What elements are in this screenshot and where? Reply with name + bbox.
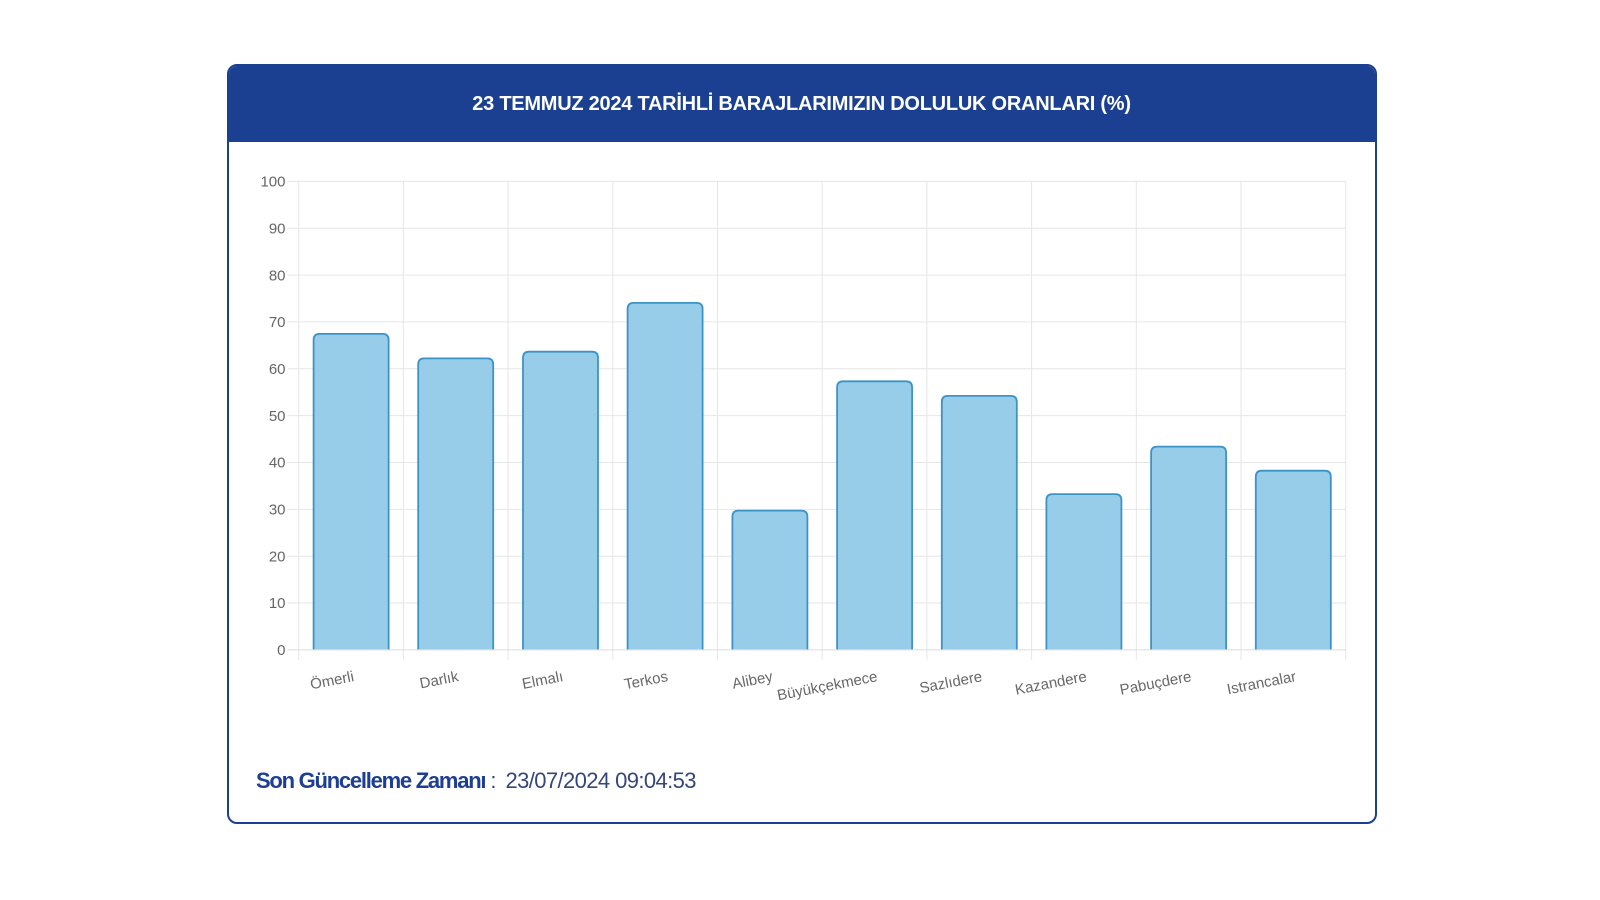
svg-text:10: 10 <box>269 595 286 612</box>
svg-text:30: 30 <box>269 502 286 519</box>
svg-text:60: 60 <box>269 361 286 378</box>
svg-text:40: 40 <box>269 455 286 472</box>
svg-text:80: 80 <box>269 267 286 284</box>
svg-text:Darlık: Darlık <box>418 668 460 692</box>
svg-text:Istrancalar: Istrancalar <box>1226 668 1298 698</box>
svg-text:20: 20 <box>269 548 286 565</box>
svg-text:100: 100 <box>260 174 285 191</box>
svg-text:Ömerli: Ömerli <box>309 667 356 693</box>
svg-text:0: 0 <box>277 642 285 659</box>
svg-text:Elmalı: Elmalı <box>521 668 565 693</box>
svg-text:Kazandere: Kazandere <box>1014 668 1088 699</box>
svg-text:Sazlıdere: Sazlıdere <box>918 668 983 697</box>
svg-text:Terkos: Terkos <box>623 668 670 693</box>
svg-text:50: 50 <box>269 408 286 425</box>
svg-text:Pabuçdere: Pabuçdere <box>1118 668 1192 699</box>
svg-text:Alibey: Alibey <box>731 668 775 693</box>
svg-text:Büyükçekmece: Büyükçekmece <box>776 668 879 704</box>
svg-text:90: 90 <box>269 220 286 237</box>
svg-text:70: 70 <box>269 314 286 331</box>
